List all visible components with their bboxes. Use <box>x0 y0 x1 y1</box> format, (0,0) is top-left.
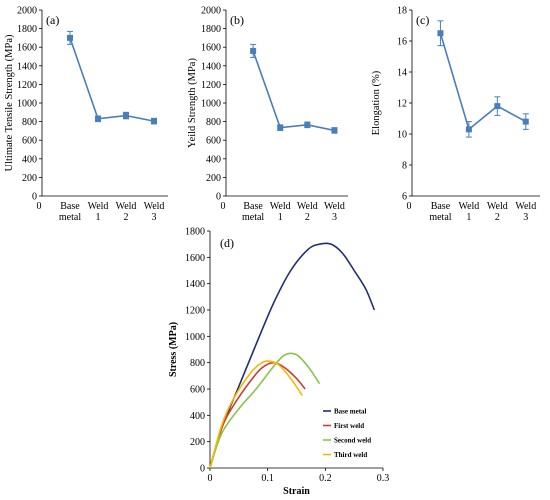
x-tick-label: Base metal <box>242 201 264 223</box>
y-tick-label: 400 <box>22 154 37 165</box>
panel-b: 0 200 400 600 800 1000 1200 1400 1600 1800 2000 0 Ba… <box>187 6 348 223</box>
y-tick-label: 1000 <box>201 99 221 110</box>
panel-c: 6 8 10 12 14 16 18 0 Base metal Weld 1 Weld 2 Weld 3 Elo… <box>371 6 540 223</box>
x-tick-label: 0.2 <box>319 473 332 484</box>
x-tick-label: Weld 3 <box>515 201 536 223</box>
y-tick-label: 1400 <box>185 279 205 290</box>
y-axis-label: Stress (MPa) <box>168 322 179 377</box>
y-tick-label: 600 <box>190 385 205 396</box>
y-tick-label: 2000 <box>201 6 221 17</box>
data-point <box>151 118 157 125</box>
y-tick-label: 400 <box>206 154 221 165</box>
data-point <box>494 103 501 110</box>
x-tick-label: Weld 2 <box>487 201 508 223</box>
data-point <box>123 112 129 119</box>
y-tick-label: 8 <box>402 161 407 172</box>
panel-a: 0 200 400 600 800 1000 1200 1400 1600 1800 2000 0 Ba… <box>4 6 168 223</box>
y-tick-label: 10 <box>397 130 407 141</box>
y-tick-label: 1600 <box>17 43 37 54</box>
x-tick-label: 0 <box>37 201 42 212</box>
y-tick-label: 200 <box>190 437 205 448</box>
data-point <box>437 30 444 37</box>
y-tick-label: 200 <box>206 173 221 184</box>
y-tick-label: 1200 <box>17 80 37 91</box>
y-tick-label: 18 <box>397 6 407 17</box>
y-tick-label: 1400 <box>201 61 221 72</box>
y-tick-label: 1800 <box>17 24 37 35</box>
panel-label: (b) <box>230 13 244 27</box>
panel-d: 0 200 400 600 800 1000 1200 1400 1600 1800 0 0.1 0.2… <box>168 227 389 498</box>
y-tick-label: 1000 <box>185 332 205 343</box>
y-tick-label: 600 <box>22 136 37 147</box>
x-tick-label: 0 <box>208 473 213 484</box>
data-point <box>95 115 101 122</box>
y-tick-label: 0 <box>216 192 221 203</box>
x-tick-label: Base metal <box>429 201 451 223</box>
data-point <box>465 126 472 133</box>
y-tick-label: 800 <box>190 358 205 369</box>
panel-label: (a) <box>46 13 59 27</box>
x-tick-label: Weld 1 <box>458 201 479 223</box>
y-tick-label: 1600 <box>185 253 205 264</box>
y-tick-label: 800 <box>22 117 37 128</box>
x-tick-label: Weld 2 <box>297 201 318 223</box>
y-tick-label: 14 <box>397 68 407 79</box>
legend-label: Third weld <box>334 451 367 459</box>
y-axis-label: Ultimate Tensile Strength (MPa) <box>4 34 15 172</box>
y-tick-label: 1200 <box>201 80 221 91</box>
y-tick-label: 1200 <box>185 306 205 317</box>
series-line-4 <box>209 360 303 469</box>
legend-label: Base metal <box>334 408 367 416</box>
y-axis-label: Elongation (%) <box>371 70 382 135</box>
y-tick-label: 1600 <box>201 43 221 54</box>
series-line <box>439 33 527 131</box>
data-point <box>331 127 338 134</box>
y-tick-label: 2000 <box>17 6 37 17</box>
series-line-2 <box>209 361 306 469</box>
series-line <box>252 50 335 132</box>
y-tick-label: 400 <box>190 411 205 422</box>
x-tick-label: 0.3 <box>377 473 390 484</box>
data-point <box>277 124 284 131</box>
y-tick-label: 1800 <box>201 24 221 35</box>
y-tick-label: 1400 <box>17 61 37 72</box>
x-tick-label: Base metal <box>59 201 81 223</box>
y-tick-label: 0 <box>32 192 37 203</box>
x-tick-label: 0 <box>407 201 412 212</box>
y-axis-label: Yeild Strength (MPa) <box>187 58 198 148</box>
series-line-1 <box>209 242 376 469</box>
x-tick-label: Weld 3 <box>324 201 345 223</box>
data-point <box>522 118 529 125</box>
panel-label: (d) <box>220 236 234 250</box>
x-tick-label: Weld 1 <box>88 201 109 223</box>
panel-label: (c) <box>416 13 429 27</box>
y-tick-label: 800 <box>206 117 221 128</box>
y-tick-label: 0 <box>200 464 205 475</box>
x-tick-label: Weld 1 <box>270 201 291 223</box>
y-tick-label: 16 <box>397 37 407 48</box>
x-tick-label: Weld 3 <box>144 201 165 223</box>
y-tick-label: 200 <box>22 173 37 184</box>
series-line <box>69 37 155 122</box>
data-point <box>67 34 73 41</box>
x-tick-label: 0 <box>221 201 226 212</box>
data-point <box>250 47 257 54</box>
series-line-3 <box>209 352 321 469</box>
y-tick-label: 6 <box>402 192 407 203</box>
x-tick-label: 0.1 <box>261 473 274 484</box>
y-tick-label: 600 <box>206 136 221 147</box>
x-axis-label: Strain <box>283 486 310 497</box>
x-tick-label: Weld 2 <box>116 201 137 223</box>
legend-label: First weld <box>334 422 364 430</box>
y-tick-label: 1800 <box>185 227 205 238</box>
data-point <box>304 121 311 128</box>
y-tick-label: 12 <box>397 99 407 110</box>
legend-label: Second weld <box>334 437 371 445</box>
y-tick-label: 1000 <box>17 99 37 110</box>
